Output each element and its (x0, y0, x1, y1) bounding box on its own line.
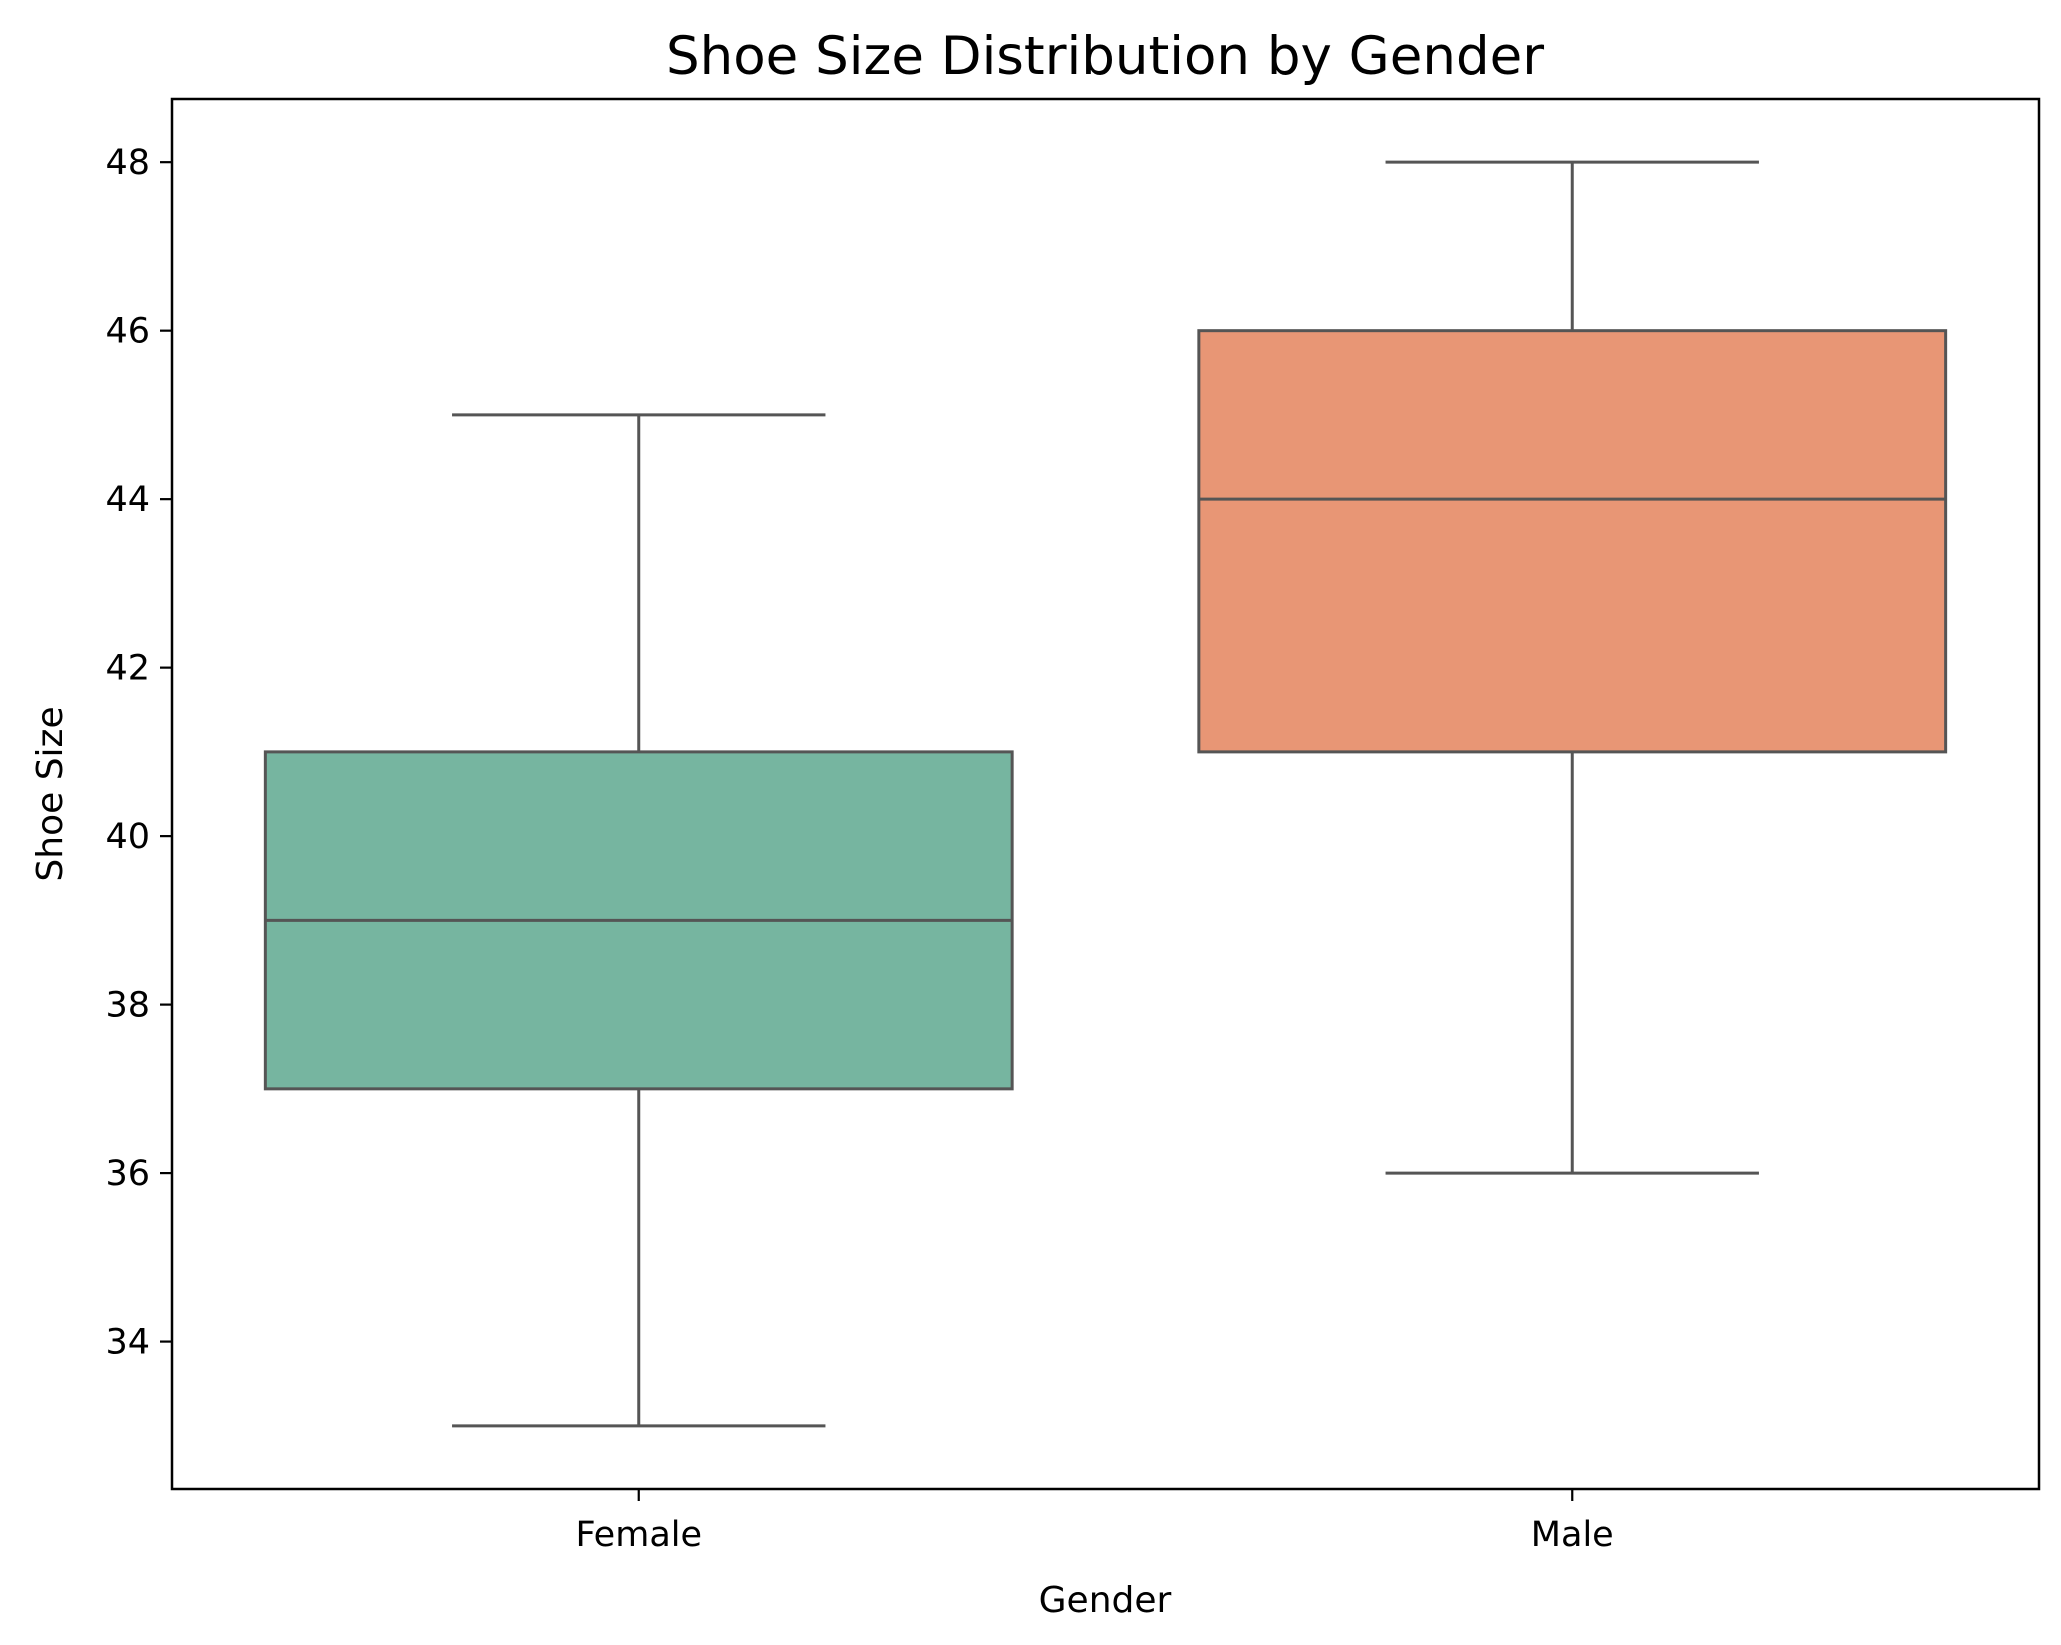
y-tick-label: 46 (105, 312, 150, 352)
plot-area: 34 36 38 40 42 44 46 48 Female Male (105, 143, 1948, 1555)
x-axis-label: Gender (1039, 1580, 1172, 1621)
y-tick-label: 34 (105, 1323, 150, 1363)
iqr-box (1197, 329, 1948, 754)
y-tick-label: 48 (105, 143, 150, 183)
chart-title: Shoe Size Distribution by Gender (666, 26, 1544, 87)
box-male (1197, 160, 1948, 1175)
y-tick-label: 36 (105, 1154, 150, 1194)
y-tick-label: 42 (105, 649, 150, 689)
y-tick-label: 38 (105, 986, 150, 1026)
y-tick-label: 44 (105, 480, 150, 520)
x-tick-label: Male (1531, 1515, 1614, 1555)
y-tick-label: 40 (105, 817, 150, 857)
y-axis-label: Shoe Size (30, 706, 71, 881)
plot-frame (170, 97, 2041, 1491)
box-female (263, 413, 1014, 1428)
x-tick-label: Female (575, 1515, 702, 1555)
